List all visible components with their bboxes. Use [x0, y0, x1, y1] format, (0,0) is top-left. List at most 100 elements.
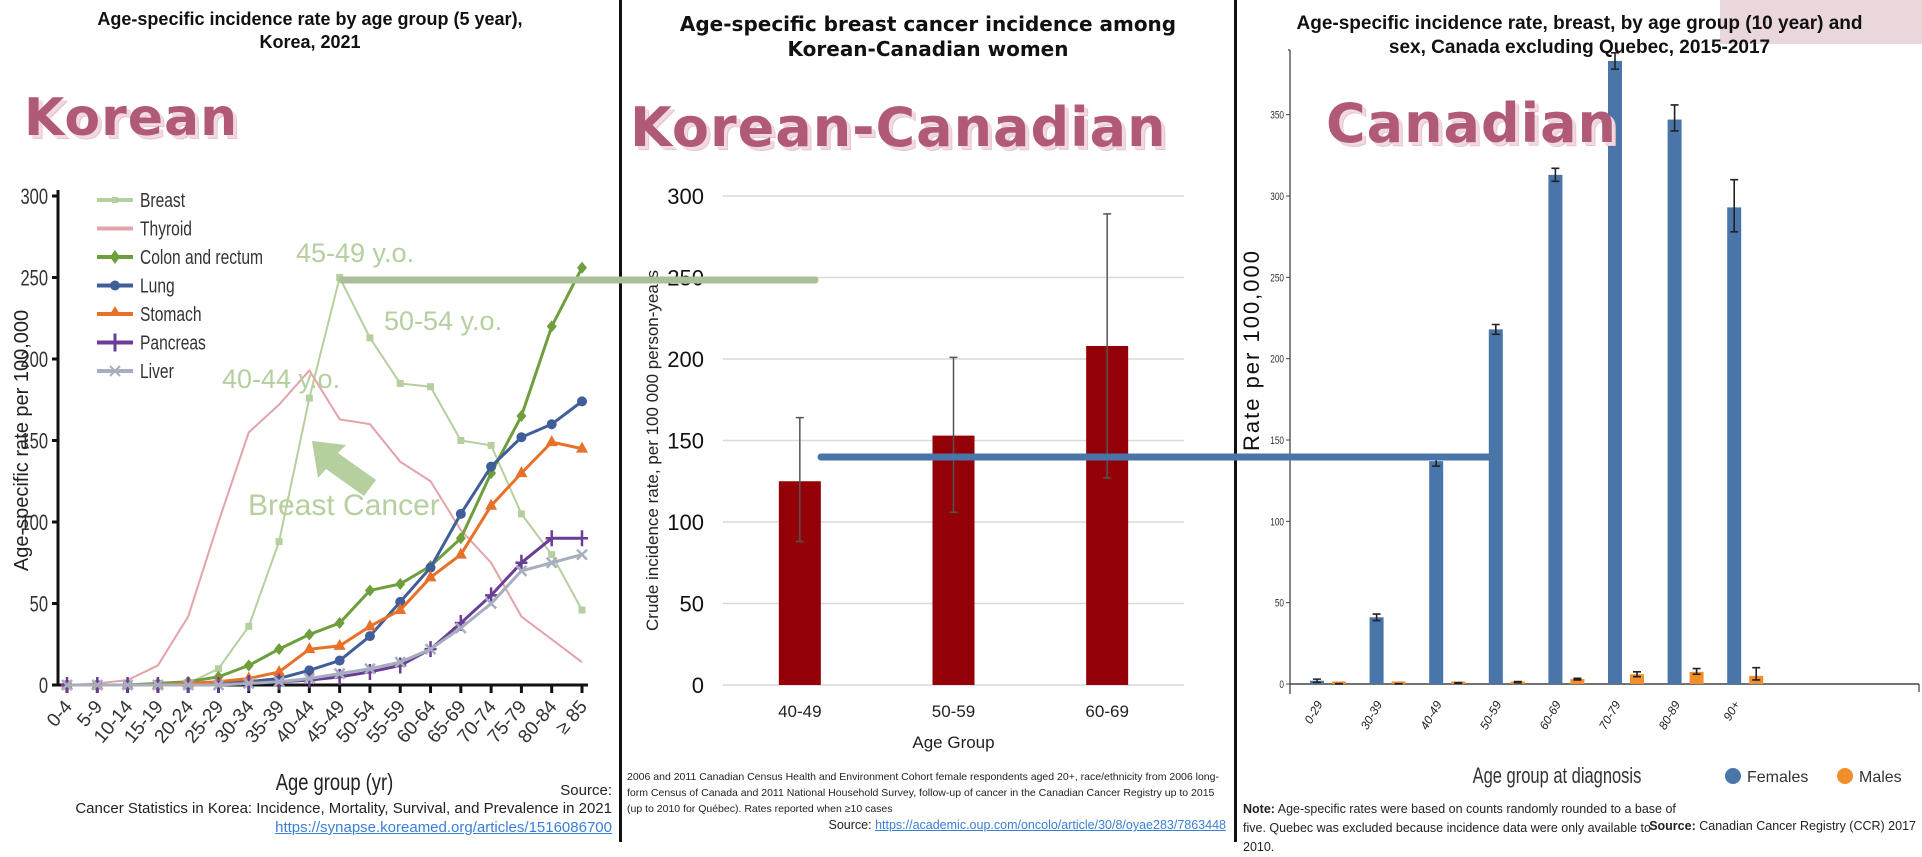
legend-label: Colon and rectum — [140, 246, 263, 268]
y-tick-label: 350 — [1270, 110, 1284, 122]
point-breast — [276, 538, 283, 545]
bar-females-40-49 — [1429, 461, 1443, 684]
x-tick-label: 60-69 — [1085, 702, 1128, 721]
point-colon — [244, 659, 254, 671]
legend-marker — [112, 197, 118, 203]
y-tick-label: 250 — [20, 266, 48, 291]
point-colon — [304, 628, 314, 640]
series-colon — [62, 262, 587, 691]
ca-source-text: Canadian Cancer Registry (CCR) 2017 — [1699, 819, 1916, 833]
legend-label: Females — [1747, 769, 1808, 786]
bar-females-80-89 — [1668, 120, 1682, 684]
line-thyroid — [67, 370, 582, 685]
point-lung — [547, 419, 557, 429]
point-breast — [548, 551, 555, 558]
y-axis-title: Crude incidence rate, per 100 000 person… — [643, 270, 662, 631]
series-liver — [62, 550, 587, 690]
y-tick-label: 200 — [667, 347, 704, 372]
legend-marker — [110, 281, 120, 291]
legend-label: Breast — [140, 189, 185, 211]
x-tick-label: 50-59 — [1477, 698, 1505, 732]
legend-item-liver: Liver — [97, 360, 174, 382]
error-bar-males-40-49 — [1454, 683, 1462, 684]
kc-source-label: Source: — [828, 818, 871, 832]
ca-note-text: Age-specific rates were based on counts … — [1243, 802, 1676, 854]
y-tick-label: 0 — [39, 674, 48, 699]
bar-females-30-39 — [1370, 617, 1384, 684]
y-tick-label: 200 — [1270, 354, 1284, 366]
point-lung — [516, 432, 526, 442]
x-tick-label: 40-49 — [1417, 698, 1445, 732]
point-colon — [274, 643, 284, 655]
annotation-breast-cancer: Breast Cancer — [248, 489, 440, 522]
kc-footnote: 2006 and 2011 Canadian Census Health and… — [627, 769, 1227, 817]
x-tick-label: 30-39 — [1358, 698, 1386, 732]
legend-item-lung: Lung — [97, 275, 175, 297]
y-tick-label: 50 — [1275, 598, 1285, 610]
point-breast — [518, 510, 525, 517]
y-tick-label: 150 — [667, 429, 704, 454]
series-pancreas — [61, 530, 588, 693]
legend-label: Lung — [140, 275, 175, 297]
legend-item-colon: Colon and rectum — [97, 246, 263, 268]
big-label-canadian: Canadian — [1326, 92, 1617, 155]
y-axis-title: Rate per 100,000 — [1239, 249, 1264, 451]
point-lung — [456, 509, 466, 519]
x-tick-label: 80-89 — [1656, 698, 1684, 732]
point-pancreas — [576, 530, 588, 546]
y-tick-label: 0 — [692, 673, 704, 698]
legend-item-females: Females — [1725, 768, 1808, 786]
line-pancreas — [67, 538, 582, 685]
point-breast — [457, 437, 464, 444]
error-bar-males-50-59 — [1514, 682, 1522, 683]
ca-footnote: Note: Age-specific rates were based on c… — [1243, 800, 1683, 857]
ca-source-label: Source: — [1649, 819, 1696, 833]
point-colon — [395, 578, 405, 590]
y-tick-label: 300 — [667, 184, 704, 209]
legend-item-males: Males — [1837, 768, 1902, 786]
x-axis-title: Age group (yr) — [276, 770, 394, 795]
ca-note-label: Note: — [1243, 802, 1275, 816]
point-lung — [486, 462, 496, 472]
legend-item-pancreas: Pancreas — [97, 332, 206, 354]
x-tick-label: 50-59 — [932, 702, 975, 721]
x-tick-label: 40-49 — [778, 702, 821, 721]
y-tick-label: 250 — [1270, 272, 1284, 284]
x-tick-label: ≥ 85 — [552, 697, 592, 739]
bar-females-50-59 — [1489, 329, 1503, 684]
y-tick-label: 50 — [680, 592, 704, 617]
legend-label: Liver — [140, 360, 174, 382]
y-tick-label: 100 — [1270, 516, 1284, 528]
legend-label: Thyroid — [140, 218, 192, 240]
y-axis-title: Age-specific rate per 100,000 — [11, 310, 33, 571]
annotation-50-54: 50-54 y.o. — [384, 306, 502, 336]
legend-marker — [109, 306, 121, 316]
legend-dot — [1837, 768, 1853, 784]
ca-source: Source: Canadian Cancer Registry (CCR) 2… — [1649, 819, 1916, 833]
legend-item-thyroid: Thyroid — [97, 218, 192, 240]
y-tick-label: 300 — [20, 185, 48, 210]
legend-dot — [1725, 768, 1741, 784]
y-tick-label: 0 — [1279, 679, 1284, 691]
point-breast — [366, 334, 373, 341]
korean-line-chart: 0501001502002503000-45-910-1415-1920-242… — [0, 0, 620, 800]
arrow-icon — [312, 441, 376, 496]
x-tick-label: 90+ — [1720, 699, 1742, 724]
y-tick-label: 50 — [30, 592, 49, 617]
y-tick-label: 150 — [1270, 435, 1284, 447]
y-tick-label: 100 — [667, 510, 704, 535]
x-tick-label: 0-4 — [43, 696, 77, 731]
korean-source-link[interactable]: https://synapse.koreamed.org/articles/15… — [275, 819, 612, 836]
legend-label: Males — [1859, 769, 1902, 786]
x-tick-label: 60-69 — [1537, 698, 1565, 732]
point-breast — [336, 274, 343, 281]
y-tick-label: 300 — [1270, 191, 1284, 203]
annotation-40-44: 40-44 y.o. — [222, 364, 340, 394]
point-breast — [245, 623, 252, 630]
bar-females-90+ — [1727, 207, 1741, 684]
kc-source-link[interactable]: https://academic.oup.com/oncolo/article/… — [875, 818, 1226, 832]
korean-source-text: Cancer Statistics in Korea: Incidence, M… — [75, 800, 612, 817]
point-lung — [577, 396, 587, 406]
point-breast — [488, 442, 495, 449]
